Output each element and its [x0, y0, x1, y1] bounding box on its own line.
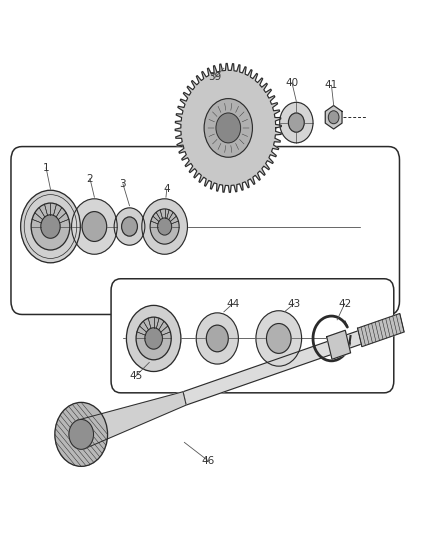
Text: 46: 46 [201, 456, 215, 466]
Circle shape [204, 99, 252, 157]
Circle shape [288, 113, 304, 132]
Circle shape [126, 305, 180, 372]
Polygon shape [183, 328, 369, 405]
Text: 43: 43 [287, 299, 300, 309]
Text: 4: 4 [163, 184, 170, 194]
Polygon shape [325, 106, 341, 129]
Polygon shape [175, 63, 281, 192]
Circle shape [141, 199, 187, 254]
Circle shape [150, 209, 179, 244]
Circle shape [55, 402, 107, 466]
Circle shape [279, 102, 312, 143]
Circle shape [196, 313, 238, 364]
Circle shape [121, 217, 137, 236]
Text: 41: 41 [324, 80, 337, 90]
Circle shape [41, 215, 60, 238]
Circle shape [328, 111, 338, 124]
Circle shape [69, 419, 93, 449]
Text: 2: 2 [86, 174, 93, 183]
Polygon shape [78, 392, 186, 449]
Circle shape [31, 203, 70, 250]
Circle shape [266, 324, 290, 353]
Circle shape [215, 113, 240, 143]
Circle shape [145, 328, 162, 349]
Circle shape [114, 208, 145, 245]
Text: 42: 42 [337, 299, 350, 309]
Polygon shape [357, 313, 403, 346]
Text: 1: 1 [42, 163, 49, 173]
Circle shape [21, 190, 80, 263]
Text: 40: 40 [285, 78, 298, 87]
Polygon shape [326, 330, 350, 359]
Text: 45: 45 [129, 371, 142, 381]
Circle shape [206, 325, 228, 352]
Text: 39: 39 [208, 72, 221, 82]
Circle shape [71, 199, 117, 254]
Circle shape [82, 212, 106, 241]
Circle shape [157, 218, 171, 235]
FancyBboxPatch shape [111, 279, 393, 393]
FancyBboxPatch shape [11, 147, 399, 314]
Circle shape [136, 317, 171, 360]
Circle shape [255, 311, 301, 366]
Text: 3: 3 [119, 179, 126, 189]
Text: 44: 44 [226, 299, 239, 309]
